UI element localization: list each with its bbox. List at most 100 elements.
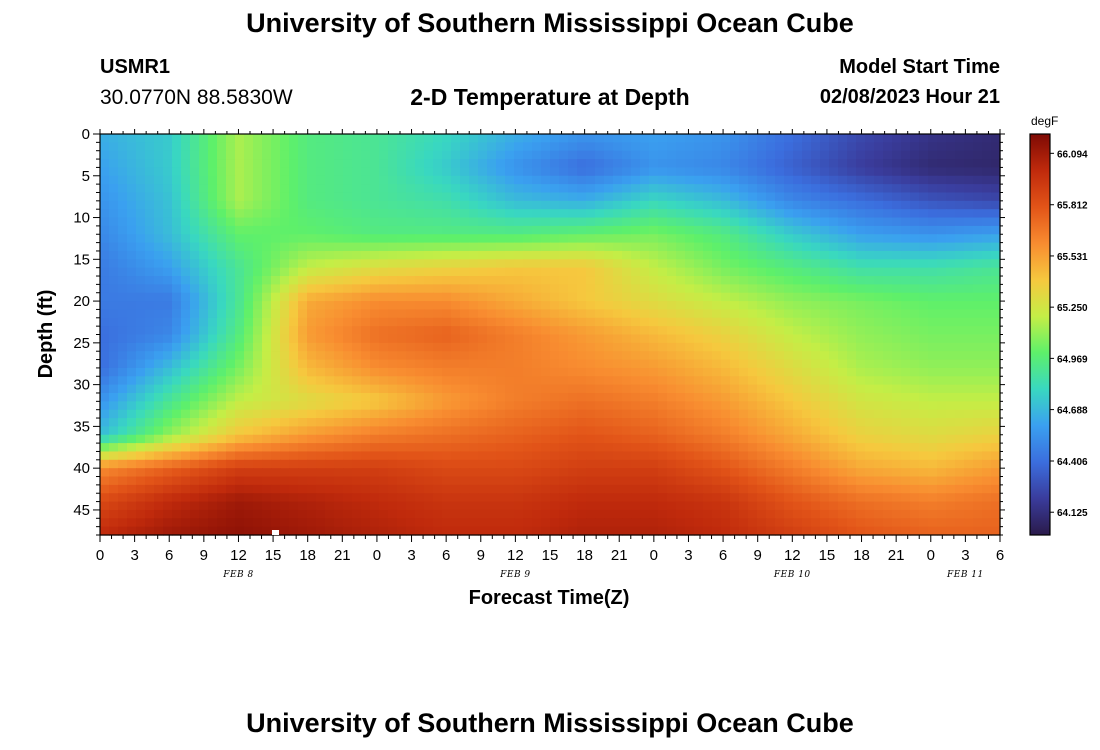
- heatmap-cell: [883, 209, 893, 219]
- heatmap-cell: [271, 518, 281, 528]
- heatmap-cell: [901, 301, 911, 311]
- heatmap-cell: [316, 418, 326, 427]
- heatmap-cell: [226, 242, 236, 252]
- heatmap-cell: [235, 234, 245, 244]
- heatmap-cell: [856, 134, 866, 143]
- heatmap-cell: [334, 184, 344, 194]
- heatmap-cell: [640, 217, 650, 227]
- heatmap-cell: [991, 459, 1001, 469]
- heatmap-cell: [433, 284, 443, 294]
- heatmap-cell: [865, 443, 875, 453]
- heatmap-cell: [622, 301, 632, 311]
- heatmap-cell: [550, 267, 560, 277]
- heatmap-cell: [685, 142, 695, 152]
- heatmap-cell: [604, 451, 614, 461]
- heatmap-cell: [154, 426, 164, 436]
- heatmap-cell: [442, 501, 452, 511]
- heatmap-cell: [901, 217, 911, 227]
- heatmap-cell: [397, 493, 407, 503]
- heatmap-cell: [397, 200, 407, 210]
- heatmap-cell: [136, 518, 146, 528]
- heatmap-cell: [280, 342, 290, 352]
- heatmap-cell: [478, 493, 488, 503]
- heatmap-cell: [613, 501, 623, 511]
- heatmap-cell: [145, 250, 155, 260]
- heatmap-cell: [289, 259, 299, 269]
- heatmap-cell: [181, 250, 191, 260]
- heatmap-cell: [595, 200, 605, 210]
- heatmap-cell: [424, 217, 434, 227]
- heatmap-cell: [865, 418, 875, 427]
- heatmap-cell: [640, 209, 650, 219]
- heatmap-cell: [685, 159, 695, 169]
- heatmap-cell: [577, 451, 587, 461]
- heatmap-cell: [928, 334, 938, 344]
- heatmap-cell: [775, 292, 785, 302]
- heatmap-cell: [487, 150, 497, 160]
- heatmap-cell: [856, 284, 866, 294]
- heatmap-cell: [496, 493, 506, 503]
- heatmap-cell: [325, 351, 335, 361]
- heatmap-cell: [631, 217, 641, 227]
- heatmap-cell: [847, 376, 857, 386]
- heatmap-cell: [622, 159, 632, 169]
- heatmap-cell: [676, 384, 686, 394]
- heatmap-cell: [433, 259, 443, 269]
- heatmap-cell: [775, 418, 785, 427]
- heatmap-cell: [226, 134, 236, 143]
- heatmap-cell: [469, 326, 479, 336]
- heatmap-cell: [775, 250, 785, 260]
- heatmap-cell: [739, 301, 749, 311]
- heatmap-cell: [928, 142, 938, 152]
- heatmap-cell: [550, 217, 560, 227]
- heatmap-cell: [424, 200, 434, 210]
- heatmap-cell: [190, 501, 200, 511]
- heatmap-cell: [199, 526, 209, 536]
- heatmap-cell: [820, 476, 830, 486]
- heatmap-cell: [154, 418, 164, 427]
- heatmap-cell: [892, 326, 902, 336]
- heatmap-cell: [442, 493, 452, 503]
- heatmap-cell: [523, 526, 533, 536]
- heatmap-cell: [730, 334, 740, 344]
- heatmap-cell: [235, 359, 245, 369]
- heatmap-cell: [865, 192, 875, 202]
- heatmap-cell: [307, 443, 317, 453]
- heatmap-cell: [937, 493, 947, 503]
- heatmap-cell: [100, 192, 110, 202]
- heatmap-cell: [343, 409, 353, 419]
- heatmap-cell: [505, 200, 515, 210]
- heatmap-cell: [334, 493, 344, 503]
- heatmap-cell: [964, 409, 974, 419]
- heatmap-cell: [325, 284, 335, 294]
- heatmap-cell: [424, 434, 434, 444]
- heatmap-cell: [316, 342, 326, 352]
- heatmap-cell: [298, 317, 308, 327]
- heatmap-cell: [640, 175, 650, 185]
- heatmap-cell: [496, 359, 506, 369]
- heatmap-cell: [793, 342, 803, 352]
- heatmap-cell: [109, 175, 119, 185]
- heatmap-cell: [568, 451, 578, 461]
- heatmap-cell: [955, 376, 965, 386]
- heatmap-cell: [676, 409, 686, 419]
- heatmap-cell: [172, 326, 182, 336]
- heatmap-cell: [847, 409, 857, 419]
- heatmap-cell: [262, 276, 272, 285]
- heatmap-cell: [892, 526, 902, 536]
- heatmap-cell: [271, 167, 281, 177]
- heatmap-cell: [982, 142, 992, 152]
- heatmap-cell: [793, 409, 803, 419]
- heatmap-cell: [703, 518, 713, 528]
- heatmap-cell: [145, 276, 155, 285]
- heatmap-cell: [163, 468, 173, 478]
- heatmap-cell: [631, 150, 641, 160]
- heatmap-cell: [361, 459, 371, 469]
- heatmap-cell: [964, 209, 974, 219]
- heatmap-cell: [289, 418, 299, 427]
- heatmap-cell: [757, 234, 767, 244]
- heatmap-cell: [127, 484, 137, 494]
- heatmap-cell: [163, 359, 173, 369]
- heatmap-cell: [532, 443, 542, 453]
- heatmap-cell: [109, 443, 119, 453]
